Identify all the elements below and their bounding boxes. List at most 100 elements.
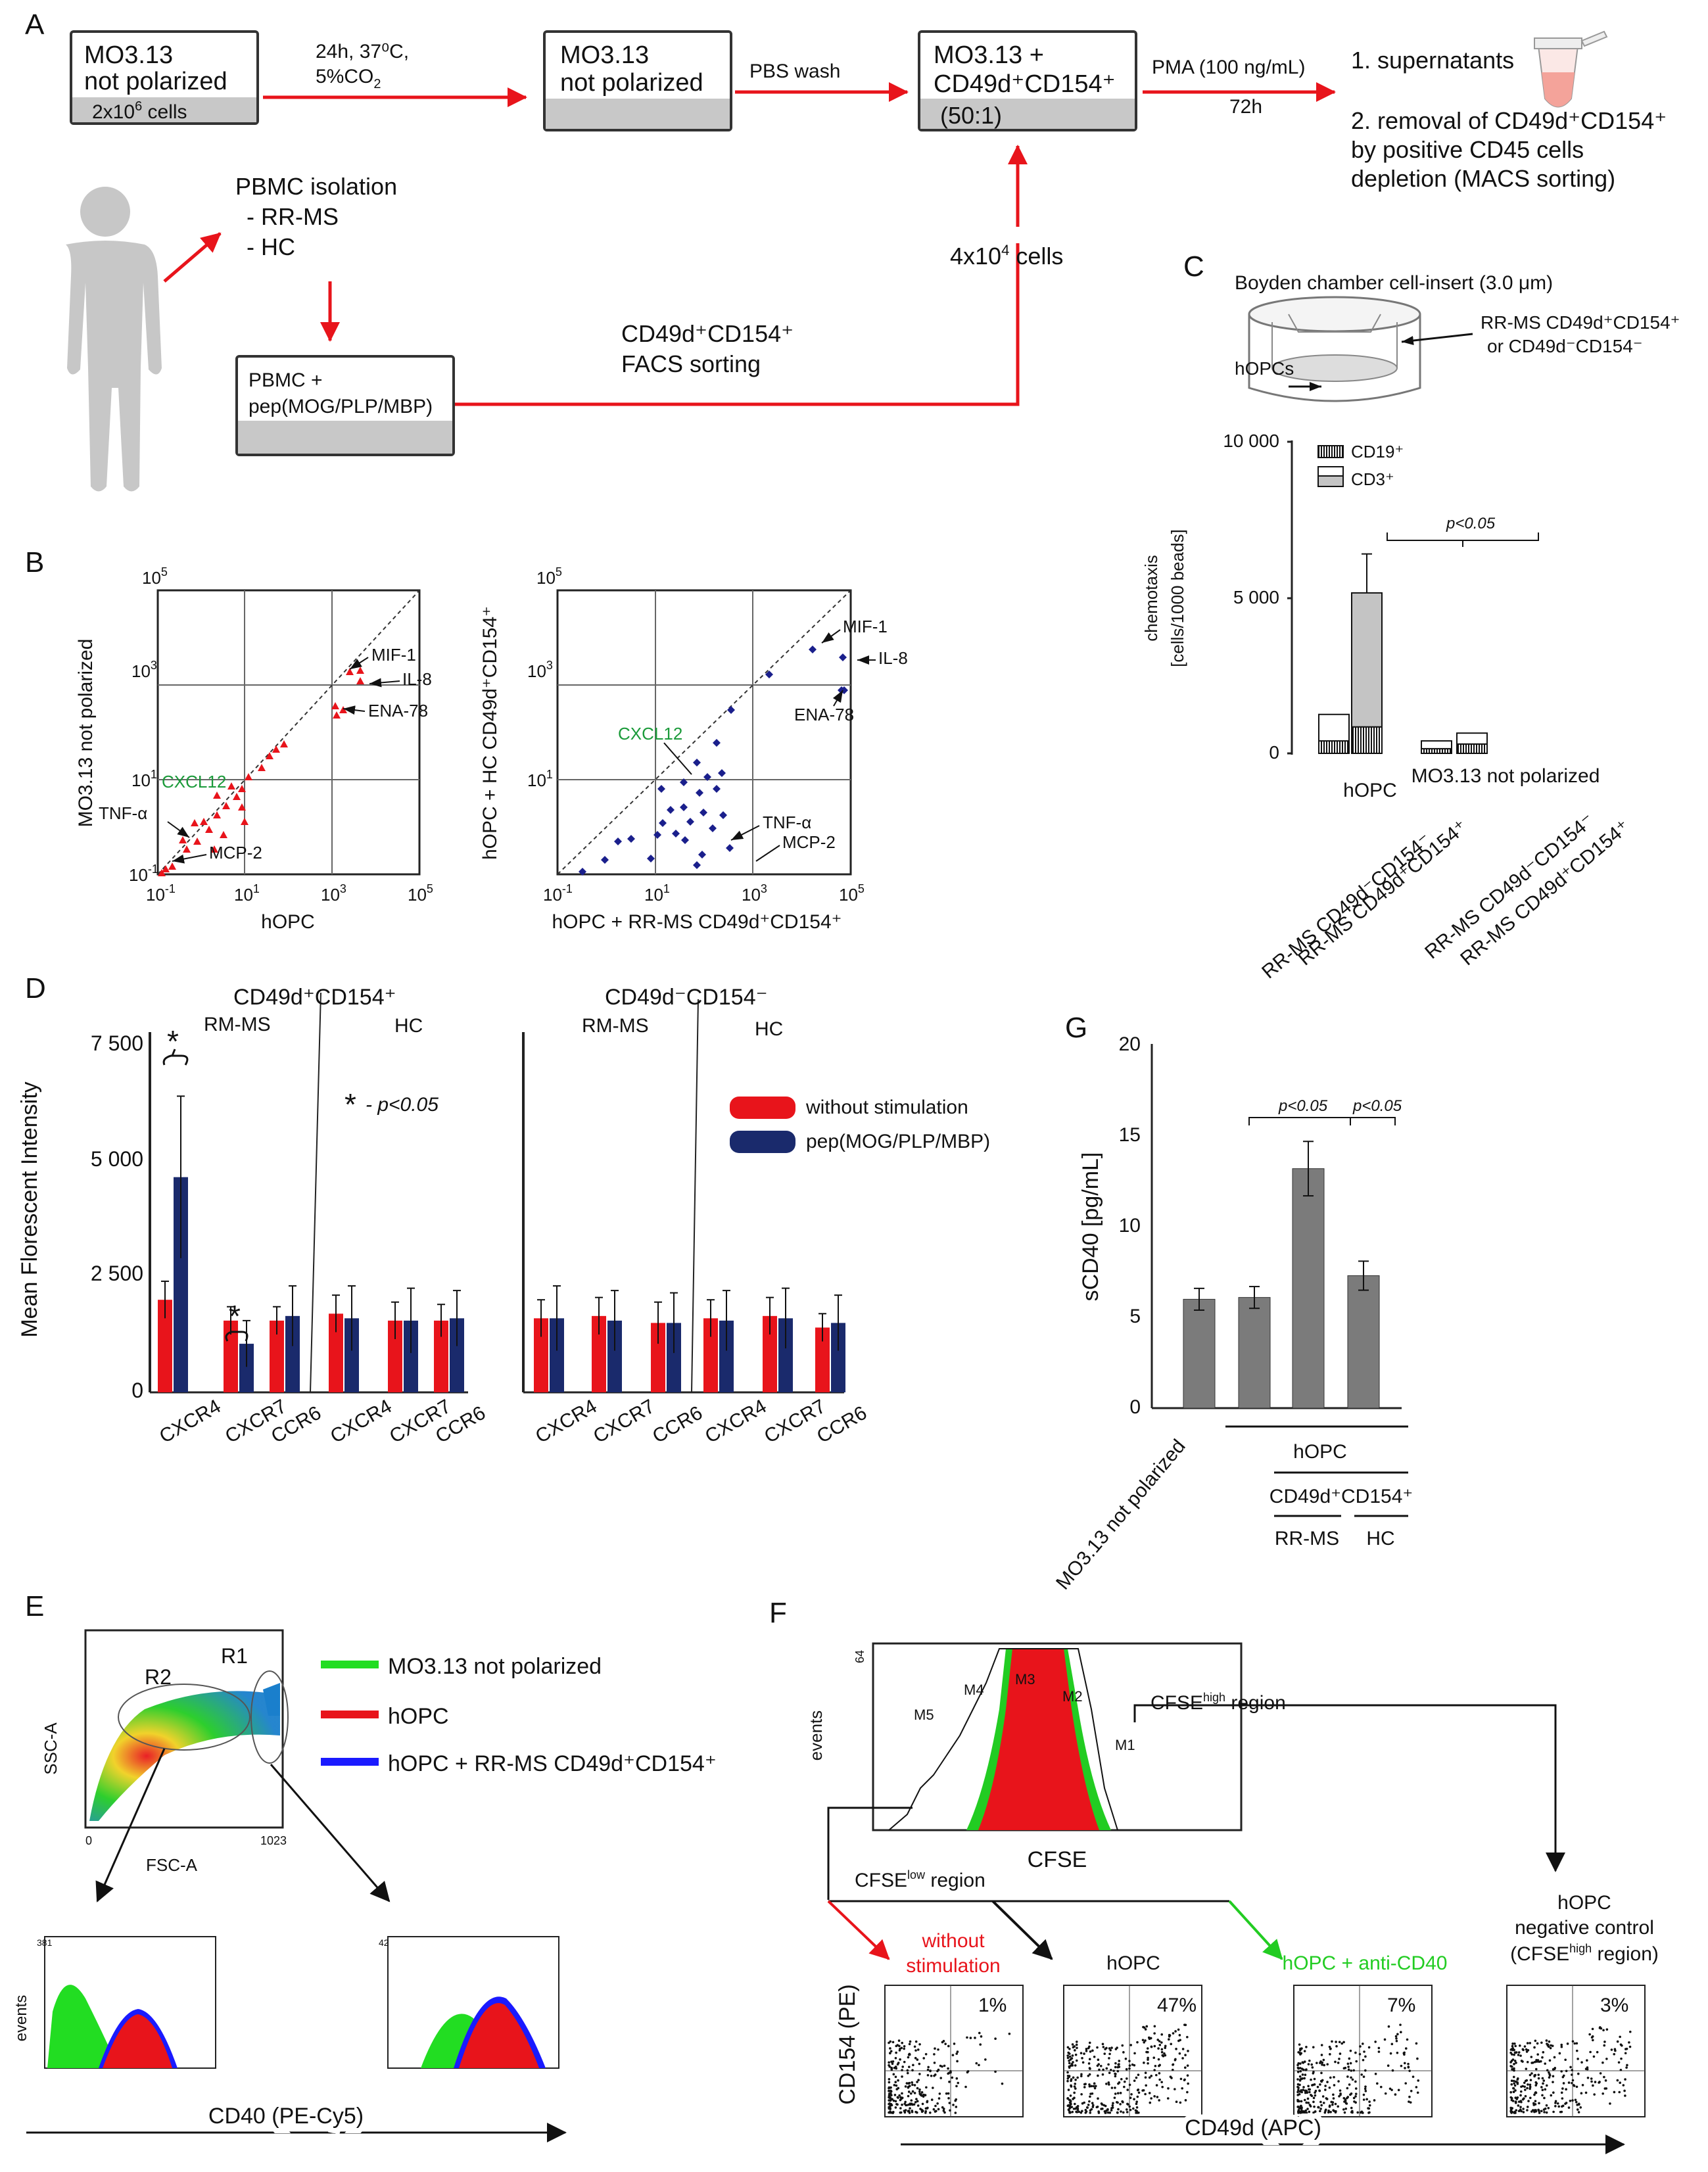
f-event-dot [1310, 2078, 1312, 2081]
f-event-dot [1158, 2040, 1161, 2042]
f-event-dot [1300, 2067, 1304, 2070]
f-event-dot [1108, 2052, 1111, 2056]
f-event-dot [1069, 2106, 1072, 2109]
f-event-dot [1105, 2067, 1108, 2070]
f-event-dot [1603, 2044, 1606, 2047]
f-event-dot [1302, 2062, 1305, 2064]
right-data-point [657, 785, 665, 793]
f-event-dot [1544, 2088, 1547, 2091]
f-event-dot [905, 2104, 909, 2107]
f-event-dot [1158, 2064, 1160, 2067]
f-event-dot [1397, 2089, 1400, 2092]
f-event-dot [1349, 2093, 1352, 2096]
d-hc2: HC [755, 1018, 783, 1040]
f-event-dot [903, 2102, 906, 2106]
f-event-dot [1580, 2061, 1583, 2064]
g-bar [1292, 1168, 1325, 1409]
box3-line1: MO3.13 + [934, 41, 1044, 69]
boyden-chamber-icon [1248, 296, 1421, 402]
f-event-dot [1407, 2062, 1410, 2066]
c-ytick-10000: 10 000 [1223, 431, 1279, 451]
f-event-dot [1096, 2105, 1099, 2108]
left-data-point [238, 803, 246, 811]
f-event-dot [1311, 2066, 1314, 2069]
f-event-dot [1072, 2098, 1074, 2100]
f-event-dot [1353, 2100, 1356, 2103]
f-event-dot [1319, 2110, 1321, 2113]
f-event-dot [1319, 2108, 1322, 2110]
f-event-dot [1087, 2074, 1090, 2077]
f-event-dot [1554, 2102, 1557, 2104]
d-ytick-2500: 2 500 [91, 1262, 143, 1285]
f-event-dot [1524, 2089, 1527, 2091]
f-event-dot [1560, 2091, 1563, 2094]
left-data-point [200, 818, 208, 825]
right-data-point [719, 811, 727, 819]
f-low-region: CFSElow region [855, 1868, 985, 1891]
d-bar-pep [719, 1320, 734, 1392]
f-event-dot [1305, 2046, 1308, 2048]
f-event-dot [1299, 2069, 1302, 2073]
f-event-dot [906, 2069, 909, 2072]
f-event-dot [951, 2076, 954, 2079]
f-event-dot [1513, 2042, 1516, 2045]
box4-line1: PBMC + [249, 369, 323, 391]
f-event-dot [916, 2087, 919, 2090]
f-event-dot [1576, 2108, 1579, 2111]
d-legend-2: pep(MOG/PLP/MBP) [806, 1131, 990, 1152]
f-event-dot [1312, 2096, 1316, 2100]
f-event-dot [1306, 2091, 1309, 2094]
right-data-point [700, 809, 707, 816]
f-event-dot [1571, 2099, 1574, 2102]
f-event-dot [934, 2110, 937, 2113]
f-event-dot [1590, 2036, 1594, 2039]
f-event-dot [1307, 2101, 1310, 2104]
f-event-dot [1348, 2083, 1351, 2086]
f-event-dot [1074, 2087, 1077, 2090]
f-event-dot [1346, 2087, 1349, 2090]
f-event-dot [1351, 2078, 1354, 2081]
left-data-point [272, 745, 280, 753]
f-event-dot [957, 2081, 960, 2085]
f-event-dot [1300, 2111, 1304, 2114]
c-cat-1: RR-MS CD49d⁻CD154⁻ [1258, 829, 1435, 983]
f-event-dot [1075, 2043, 1078, 2046]
f-event-dot [1184, 2023, 1187, 2027]
right-label-tnfa: TNF-α [763, 813, 811, 832]
f-event-dot [1601, 2092, 1604, 2095]
f-event-dot [1347, 2066, 1350, 2068]
f-event-dot [1338, 2058, 1340, 2060]
f-event-dot [1158, 2043, 1162, 2046]
box-pbmc-peptide: PBMC + pep(MOG/PLP/MBP) [235, 355, 455, 456]
f-event-dot [1603, 2041, 1606, 2043]
f-event-dot [1144, 2092, 1147, 2096]
f-event-dot [1526, 2106, 1529, 2108]
f-event-dot [1340, 2042, 1344, 2045]
f-event-dot [1535, 2059, 1538, 2062]
f-event-dot [1517, 2051, 1521, 2054]
f-event-dot [1374, 2041, 1377, 2043]
f-event-dot [1090, 2085, 1093, 2088]
f-event-dot [994, 2037, 997, 2041]
f-event-dot [901, 2075, 903, 2078]
f-event-dot [1511, 2100, 1515, 2102]
f-event-dot [913, 2045, 916, 2048]
d-bar-unstim [329, 1313, 343, 1392]
f-event-dot [1338, 2041, 1341, 2044]
f-event-dot [1540, 2086, 1543, 2089]
f-event-dot [1532, 2102, 1535, 2105]
f-event-dot [888, 2099, 890, 2102]
f-event-dot [1567, 2106, 1571, 2109]
left-data-point [162, 865, 170, 872]
f-event-dot [916, 2104, 920, 2107]
right-data-point [713, 785, 721, 793]
right-data-point [709, 824, 717, 832]
f-event-dot [1346, 2075, 1349, 2078]
f-arrow-black [991, 1900, 1053, 1960]
f-event-dot [1068, 2047, 1071, 2050]
f-event-dot [1626, 2064, 1628, 2067]
f-event-dot [1529, 2087, 1531, 2090]
f-event-dot [894, 2081, 897, 2084]
f-event-dot [974, 2037, 976, 2039]
f-event-dot [1128, 2064, 1131, 2067]
